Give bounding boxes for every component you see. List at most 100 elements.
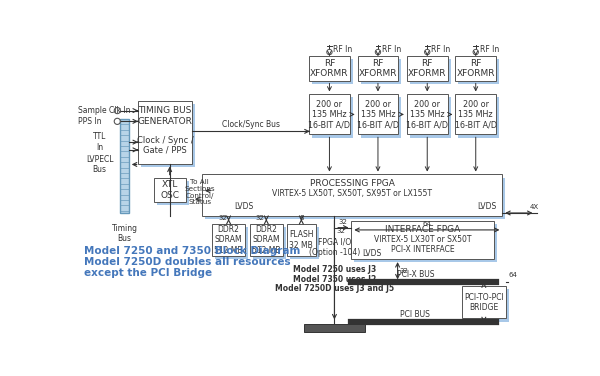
Bar xyxy=(358,56,398,80)
Bar xyxy=(121,200,129,205)
Bar xyxy=(121,141,129,146)
Bar xyxy=(121,119,129,213)
Bar xyxy=(309,94,350,135)
Text: TIMING BUS
GENERATOR: TIMING BUS GENERATOR xyxy=(137,106,193,126)
Text: 64: 64 xyxy=(508,271,517,277)
Bar xyxy=(215,227,248,259)
Bar xyxy=(352,221,494,259)
Bar xyxy=(309,56,350,80)
Text: RF In: RF In xyxy=(333,45,353,54)
Bar xyxy=(361,97,401,138)
Bar xyxy=(121,184,129,189)
Bar xyxy=(121,189,129,194)
Text: LVPECL
Bus: LVPECL Bus xyxy=(86,155,113,174)
Text: 32: 32 xyxy=(336,229,345,235)
Text: FLASH
32 MB: FLASH 32 MB xyxy=(289,230,314,250)
Text: LVDS: LVDS xyxy=(477,202,496,211)
Text: PCI-X BUS: PCI-X BUS xyxy=(397,270,434,279)
Text: 8: 8 xyxy=(299,215,304,221)
Text: 200 or
135 MHz
16-BIT A/D: 200 or 135 MHz 16-BIT A/D xyxy=(455,100,497,129)
Bar xyxy=(121,162,129,168)
Bar xyxy=(458,97,499,138)
Text: RF In: RF In xyxy=(382,45,401,54)
Bar xyxy=(121,178,129,184)
Bar xyxy=(154,177,186,202)
Bar xyxy=(455,94,496,135)
Text: Clock / Sync /
Gate / PPS: Clock / Sync / Gate / PPS xyxy=(137,135,193,155)
Text: LVDS: LVDS xyxy=(362,249,382,258)
Text: RF In: RF In xyxy=(431,45,451,54)
Bar xyxy=(410,97,451,138)
Bar xyxy=(141,104,195,167)
Bar xyxy=(121,173,129,178)
Text: DDR2
SDRAM
512 MB: DDR2 SDRAM 512 MB xyxy=(214,225,243,255)
Text: 32: 32 xyxy=(256,215,265,221)
Bar xyxy=(157,180,189,205)
Text: DDR2
SDRAM
512 MB: DDR2 SDRAM 512 MB xyxy=(252,225,281,255)
Bar xyxy=(121,211,129,213)
Bar xyxy=(312,97,353,138)
Text: TTL
In: TTL In xyxy=(93,132,106,152)
Bar xyxy=(304,324,365,332)
Bar xyxy=(121,135,129,141)
Text: XTL
OSC: XTL OSC xyxy=(160,180,179,200)
Text: RF
XFORMR: RF XFORMR xyxy=(359,59,397,78)
Bar xyxy=(458,59,499,83)
Bar xyxy=(121,157,129,162)
Text: VIRTEX-5 LX30T or SX50T: VIRTEX-5 LX30T or SX50T xyxy=(374,235,472,244)
Text: 200 or
135 MHz
16-BIT A/D: 200 or 135 MHz 16-BIT A/D xyxy=(406,100,448,129)
Text: PCI-TO-PCI
BRIDGE: PCI-TO-PCI BRIDGE xyxy=(464,293,504,312)
Text: Model 7250 uses J3: Model 7250 uses J3 xyxy=(293,265,376,274)
Text: Model 7250D uses J3 and J5: Model 7250D uses J3 and J5 xyxy=(275,284,394,293)
Text: Model 7250D doubles all resources: Model 7250D doubles all resources xyxy=(84,257,291,267)
Text: 200 or
135 MHz
16-BIT A/D: 200 or 135 MHz 16-BIT A/D xyxy=(357,100,399,129)
Text: 200 or
135 MHz
16-BIT A/D: 200 or 135 MHz 16-BIT A/D xyxy=(308,100,350,129)
Text: 32: 32 xyxy=(399,268,408,274)
Text: Control/: Control/ xyxy=(185,193,214,199)
Bar xyxy=(205,177,505,219)
Bar xyxy=(121,146,129,152)
Bar xyxy=(355,224,497,262)
Text: INTERFACE FPGA: INTERFACE FPGA xyxy=(385,226,460,234)
Bar xyxy=(455,56,496,80)
Text: Status: Status xyxy=(188,199,211,205)
Text: 32: 32 xyxy=(338,219,347,225)
Text: Timing
Bus: Timing Bus xyxy=(112,224,137,243)
Text: Model 7250 and 7350 Block Diagram: Model 7250 and 7350 Block Diagram xyxy=(84,247,301,256)
Text: Clock/Sync Bus: Clock/Sync Bus xyxy=(221,120,280,129)
Text: except the PCI Bridge: except the PCI Bridge xyxy=(84,268,212,278)
Bar xyxy=(410,59,451,83)
Bar xyxy=(461,286,506,318)
Bar xyxy=(138,100,192,164)
Text: PCI BUS: PCI BUS xyxy=(400,310,430,319)
Text: PROCESSING FPGA: PROCESSING FPGA xyxy=(310,179,395,188)
Bar xyxy=(121,205,129,211)
Bar xyxy=(361,59,401,83)
Text: 64: 64 xyxy=(422,221,431,227)
Text: 4X: 4X xyxy=(529,204,538,210)
Bar xyxy=(358,94,398,135)
Text: VIRTEX-5 LX50T, SX50T, SX95T or LX155T: VIRTEX-5 LX50T, SX50T, SX95T or LX155T xyxy=(272,189,432,198)
Bar xyxy=(121,124,129,130)
Text: PCI-X INTERFACE: PCI-X INTERFACE xyxy=(391,246,454,255)
Text: LVDS: LVDS xyxy=(235,202,254,211)
Bar xyxy=(250,224,283,256)
Text: 32: 32 xyxy=(218,215,227,221)
Bar xyxy=(407,94,448,135)
Text: RF
XFORMR: RF XFORMR xyxy=(310,59,349,78)
Text: To All
Sections: To All Sections xyxy=(184,179,215,192)
Bar xyxy=(121,119,129,124)
Bar xyxy=(212,224,245,256)
Bar xyxy=(312,59,353,83)
Bar xyxy=(121,194,129,200)
Text: RF
XFORMR: RF XFORMR xyxy=(457,59,495,78)
Bar xyxy=(287,224,316,256)
Bar xyxy=(121,130,129,135)
Text: FPGA I/O
(Option -104): FPGA I/O (Option -104) xyxy=(309,237,360,256)
Text: Sample Clk In: Sample Clk In xyxy=(78,106,131,115)
Bar xyxy=(202,174,502,216)
Bar xyxy=(464,289,509,321)
Bar xyxy=(253,227,286,259)
Bar xyxy=(290,227,319,259)
Bar xyxy=(407,56,448,80)
